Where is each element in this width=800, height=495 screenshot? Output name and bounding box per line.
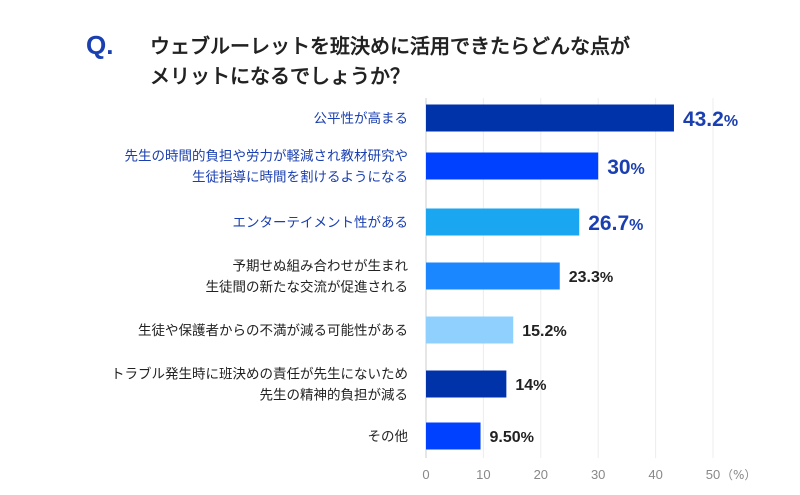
x-tick-label: 10	[476, 467, 490, 482]
title-line: ウェブルーレットを班決めに活用できたらどんな点が	[150, 34, 630, 58]
question-marker: Q.	[86, 30, 114, 60]
bar	[426, 262, 560, 290]
category-label: 予期せぬ組み合わせが生まれ	[233, 259, 409, 275]
value-label: 30%	[607, 156, 645, 179]
bar	[426, 208, 580, 236]
category-label: その他	[368, 429, 409, 445]
value-label: 43.2%	[683, 108, 738, 131]
category-label: 生徒指導に時間を割けるようになる	[192, 169, 408, 186]
x-tick-label: 40	[648, 467, 662, 482]
bar	[426, 316, 514, 344]
bar	[426, 422, 481, 450]
x-tick-label: 30	[591, 467, 605, 482]
category-label: 生徒間の新たな交流が促進される	[206, 279, 409, 296]
category-label: 生徒や保護者からの不満が減る可能性がある	[138, 322, 408, 339]
x-axis-unit: （%）	[721, 468, 756, 482]
chart-title: ウェブルーレットを班決めに活用できたらどんな点が メリットになるでしょうか？	[150, 31, 770, 91]
bar	[426, 370, 507, 398]
title-line: メリットになるでしょうか？	[150, 64, 410, 88]
category-label: トラブル発生時に班決めの責任が先生にないため	[111, 366, 408, 383]
value-label: 23.3%	[569, 269, 613, 286]
value-label: 14%	[515, 377, 546, 394]
value-label: 26.7%	[588, 212, 643, 235]
category-label: 公平性が高まる	[314, 110, 409, 127]
category-label: 先生の時間的負担や労力が軽減され教材研究や	[125, 148, 409, 165]
bar	[426, 104, 674, 132]
category-label: エンターテイメント性がある	[233, 215, 409, 231]
x-tick-label: 50	[706, 467, 720, 482]
value-label: 9.50%	[490, 429, 534, 446]
x-tick-label: 20	[534, 467, 548, 482]
bar	[426, 152, 599, 180]
category-label: 先生の精神的負担が減る	[260, 387, 409, 404]
value-label: 15.2%	[522, 323, 566, 340]
x-tick-label: 0	[422, 467, 429, 482]
